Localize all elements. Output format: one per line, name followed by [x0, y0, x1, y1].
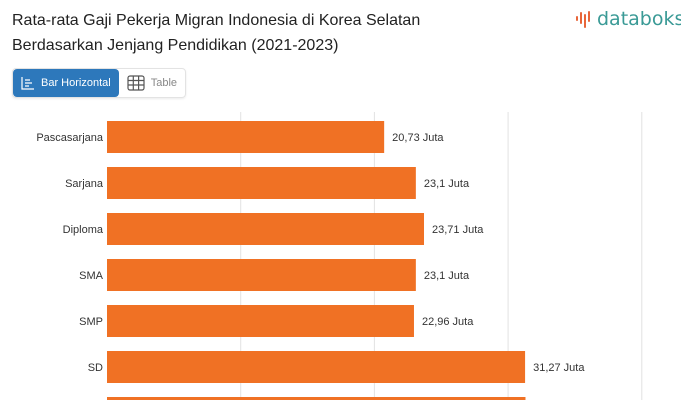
databoks-mark-icon: [576, 11, 590, 28]
data-label: 23,1 Juta: [424, 270, 470, 282]
table-icon: [127, 75, 145, 91]
bar: [107, 397, 526, 400]
tab-bar-horizontal[interactable]: Bar Horizontal: [13, 69, 119, 97]
tab-label: Table: [150, 77, 177, 89]
tab-table[interactable]: Table: [119, 69, 185, 97]
category-label: Sarjana: [65, 178, 104, 190]
bar-chart: Pascasarjana 20,73 Juta Sarjana 23,1 Juta Di…: [36, 112, 643, 400]
tab-label: Bar Horizontal: [41, 77, 111, 89]
bar: [107, 167, 416, 199]
data-label: 23,71 Juta: [432, 224, 484, 236]
bar: [107, 351, 526, 383]
logo-text: databoks: [597, 8, 681, 30]
data-label: 20,73 Juta: [392, 132, 444, 144]
category-label: SD: [88, 362, 103, 374]
databoks-logo: databoks: [574, 8, 681, 30]
bar: [107, 305, 414, 337]
category-label: Pascasarjana: [36, 132, 104, 144]
bar: [107, 213, 425, 245]
chart-title: Rata-rata Gaji Pekerja Migran Indonesia …: [12, 12, 421, 54]
bar-chart-icon: [21, 77, 34, 90]
bar: [107, 121, 385, 153]
bar: [107, 259, 416, 291]
category-label: Diploma: [63, 224, 104, 236]
view-tabs: Bar Horizontal Table: [12, 68, 186, 98]
category-label: SMA: [79, 270, 104, 282]
data-label: 22,96 Juta: [422, 316, 474, 328]
category-label: SMP: [79, 316, 103, 328]
data-label: 23,1 Juta: [424, 178, 470, 190]
data-label: 31,27 Juta: [533, 362, 585, 374]
